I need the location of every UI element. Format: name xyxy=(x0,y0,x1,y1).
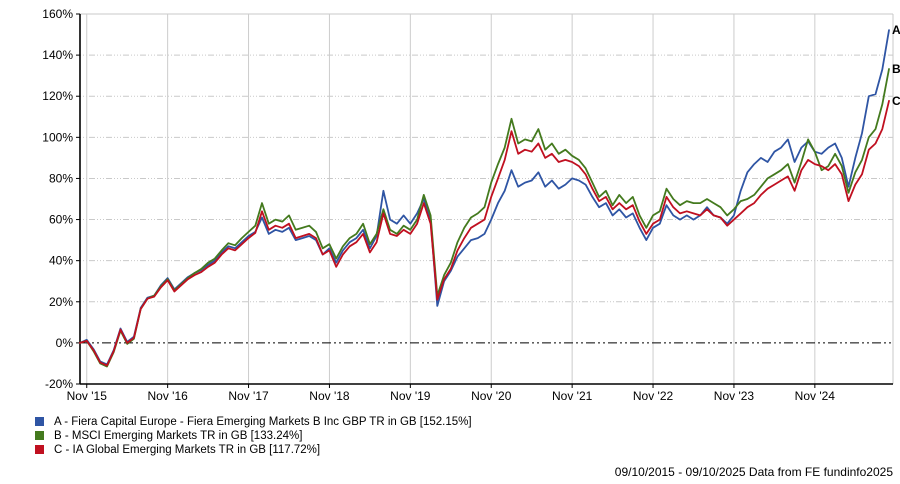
x-axis-label: Nov '16 xyxy=(147,389,188,403)
legend-swatch-a xyxy=(35,417,44,426)
x-axis-label: Nov '21 xyxy=(552,389,593,403)
series-line-B xyxy=(79,68,890,368)
y-axis-label: 140% xyxy=(42,48,73,62)
series-line-C xyxy=(79,100,890,367)
series-end-label-C: C xyxy=(892,94,900,108)
legend-label-c: C - IA Global Emerging Markets TR in GB … xyxy=(54,443,321,456)
x-axis-label: Nov '22 xyxy=(633,389,674,403)
legend-item-b: B - MSCI Emerging Markets TR in GB [133.… xyxy=(35,429,472,442)
x-axis-label: Nov '23 xyxy=(714,389,755,403)
series-line-A xyxy=(79,29,890,366)
legend-item-c: C - IA Global Emerging Markets TR in GB … xyxy=(35,443,472,456)
x-axis-label: Nov '18 xyxy=(309,389,350,403)
legend-swatch-c xyxy=(35,445,44,454)
y-axis-label: 0% xyxy=(56,336,74,350)
y-axis-label: 20% xyxy=(49,295,73,309)
series-end-label-B: B xyxy=(892,62,900,76)
x-axis-label: Nov '20 xyxy=(471,389,512,403)
legend-label-a: A - Fiera Capital Europe - Fiera Emergin… xyxy=(54,415,472,428)
chart-legend: A - Fiera Capital Europe - Fiera Emergin… xyxy=(35,415,472,457)
legend-swatch-b xyxy=(35,431,44,440)
x-axis-label: Nov '24 xyxy=(795,389,836,403)
y-axis-label: 100% xyxy=(42,130,73,144)
y-axis-label: 80% xyxy=(49,171,73,185)
x-axis-label: Nov '15 xyxy=(67,389,108,403)
date-range-label: 09/10/2015 - 09/10/2025 Data from FE fun… xyxy=(614,465,893,479)
y-axis-label: 160% xyxy=(42,7,73,21)
y-axis-label: 60% xyxy=(49,213,73,227)
x-axis-label: Nov '19 xyxy=(390,389,431,403)
legend-item-a: A - Fiera Capital Europe - Fiera Emergin… xyxy=(35,415,472,428)
x-axis-label: Nov '17 xyxy=(228,389,269,403)
y-axis-label: -20% xyxy=(45,377,73,391)
series-end-label-A: A xyxy=(892,23,900,37)
y-axis-label: 40% xyxy=(49,254,73,268)
legend-label-b: B - MSCI Emerging Markets TR in GB [133.… xyxy=(54,429,303,442)
y-axis-label: 120% xyxy=(42,89,73,103)
